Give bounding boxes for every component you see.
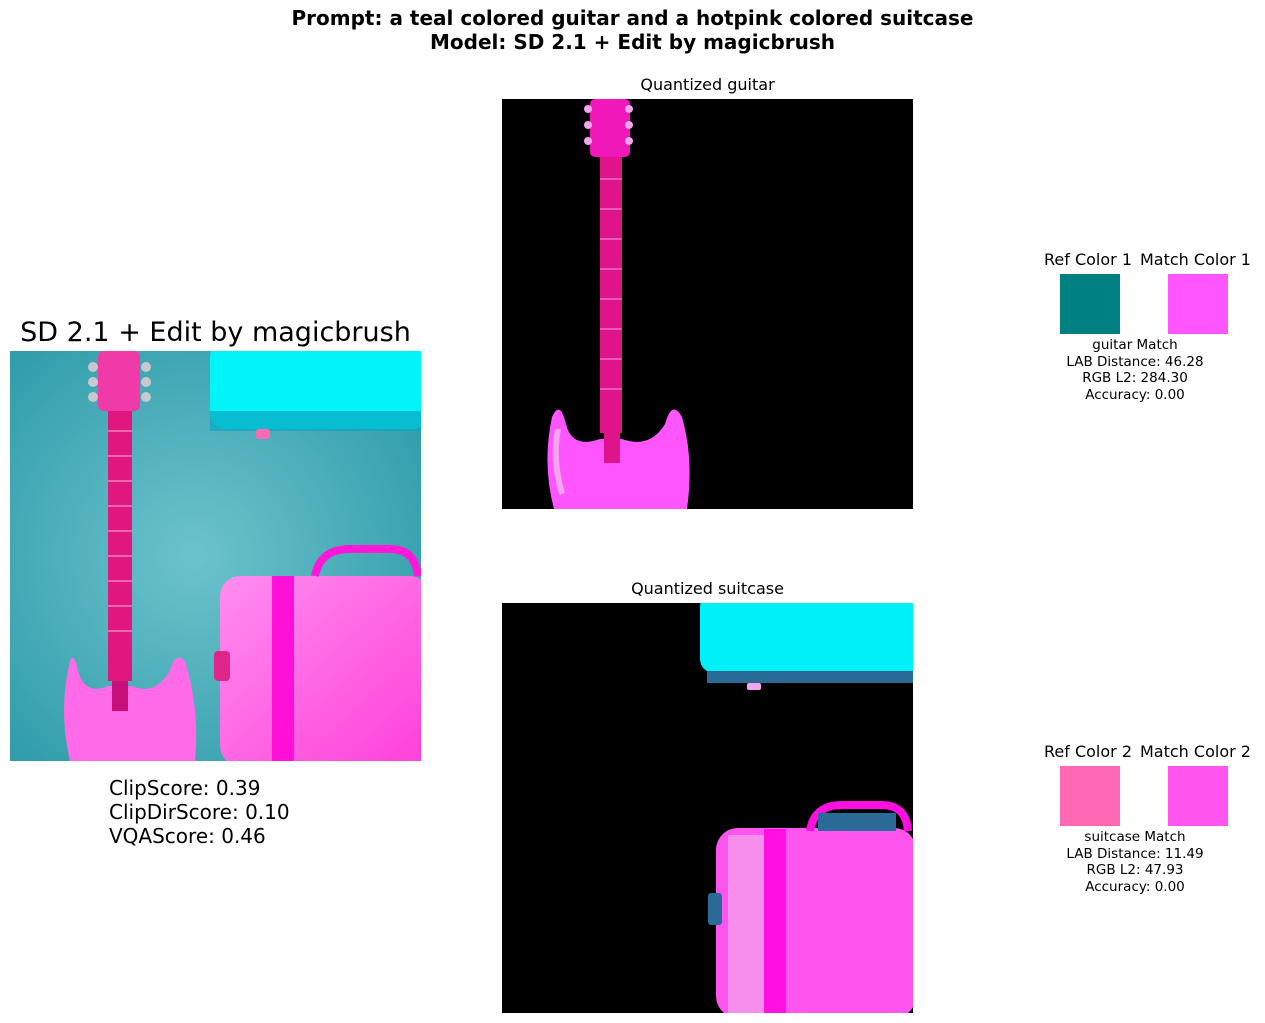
clip-dir-score: ClipDirScore: 0.10	[109, 800, 290, 824]
quantized-guitar-title: Quantized guitar	[640, 75, 775, 94]
figure-title-line-2: Model: SD 2.1 + Edit by magicbrush	[429, 30, 836, 54]
ref-color-1-title: Ref Color 1	[1044, 250, 1132, 269]
match-color-1-swatch	[1168, 274, 1228, 334]
color-match-2-caption: suitcase Match LAB Distance: 11.49 RGB L…	[1015, 829, 1255, 895]
color-match-1-caption: guitar Match LAB Distance: 46.28 RGB L2:…	[1015, 337, 1255, 403]
accuracy: Accuracy: 0.00	[1085, 878, 1185, 895]
figure-title-line-1: Prompt: a teal colored guitar and a hotp…	[291, 6, 974, 30]
match-color-2-swatch	[1168, 766, 1228, 826]
lab-distance: LAB Distance: 46.28	[1066, 353, 1204, 370]
match-color-1-title: Match Color 1	[1140, 250, 1251, 269]
generated-image	[10, 351, 421, 761]
quantized-suitcase-title: Quantized suitcase	[631, 579, 784, 598]
quantized-guitar-image	[502, 99, 913, 509]
score-list: ClipScore: 0.39 ClipDirScore: 0.10 VQASc…	[109, 776, 290, 848]
accuracy: Accuracy: 0.00	[1085, 386, 1185, 403]
main-panel-title: SD 2.1 + Edit by magicbrush	[20, 317, 411, 348]
lab-distance: LAB Distance: 11.49	[1066, 845, 1204, 862]
caption-label: guitar Match	[1092, 337, 1178, 353]
ref-color-2-swatch	[1060, 766, 1120, 826]
ref-color-1-swatch	[1060, 274, 1120, 334]
quantized-suitcase-illustration	[502, 603, 913, 1013]
ref-color-2-title: Ref Color 2	[1044, 742, 1132, 761]
figure-title: Prompt: a teal colored guitar and a hotp…	[0, 6, 1265, 54]
vqa-score: VQAScore: 0.46	[109, 824, 266, 848]
clip-score: ClipScore: 0.39	[109, 776, 261, 800]
generated-image-illustration	[10, 351, 421, 761]
caption-label: suitcase Match	[1084, 829, 1186, 845]
rgb-l2: RGB L2: 284.30	[1082, 370, 1188, 386]
quantized-suitcase-image	[502, 603, 913, 1013]
match-color-2-title: Match Color 2	[1140, 742, 1251, 761]
quantized-guitar-illustration	[502, 99, 913, 509]
rgb-l2: RGB L2: 47.93	[1086, 862, 1184, 878]
